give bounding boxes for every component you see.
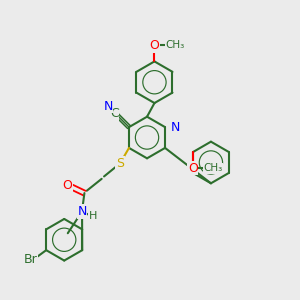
Text: Br: Br bbox=[24, 253, 38, 266]
Text: C: C bbox=[110, 107, 119, 120]
Text: CH₃: CH₃ bbox=[165, 40, 184, 50]
Text: N: N bbox=[103, 100, 113, 112]
Text: O: O bbox=[149, 39, 159, 52]
Text: O: O bbox=[62, 179, 72, 192]
Text: O: O bbox=[188, 162, 198, 175]
Text: N: N bbox=[171, 121, 180, 134]
Text: S: S bbox=[116, 157, 124, 170]
Text: N: N bbox=[77, 205, 87, 218]
Text: H: H bbox=[88, 211, 97, 221]
Text: CH₃: CH₃ bbox=[203, 163, 223, 173]
